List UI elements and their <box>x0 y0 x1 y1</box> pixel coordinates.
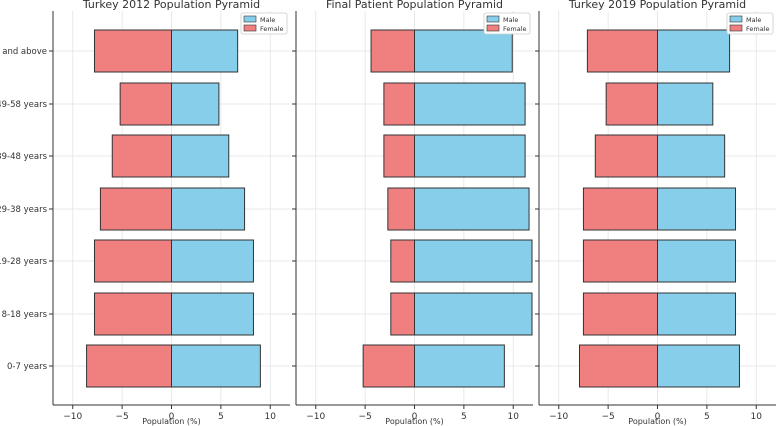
bar-male-59-and-above <box>171 29 239 73</box>
legend-label-male: Male <box>260 16 275 24</box>
x-tick-label: 5 <box>704 412 710 422</box>
bar-male-39-48-years <box>171 134 230 178</box>
bar-male-8-18-years <box>414 292 533 336</box>
bar-female-29-38-years <box>387 187 415 231</box>
x-tick-label: 0 <box>655 412 661 422</box>
chart-panel-3: −10 −5 0 5 10 Turkey 2019 Population Pyramid P… <box>535 0 776 426</box>
bar-male-0-7-years <box>414 344 505 388</box>
chart-panel-2: −10 −5 0 5 10 Final Patient Population Pyrami… <box>292 0 533 426</box>
y-tick-label: 19-28 years <box>0 257 48 267</box>
bar-female-19-28-years <box>390 239 415 283</box>
legend-label-female: Female <box>746 25 770 33</box>
x-tick-label: −10 <box>63 412 82 422</box>
legend-swatch-female <box>486 24 500 32</box>
x-tick-label: −5 <box>601 412 614 422</box>
legend-label-female: Female <box>260 25 284 33</box>
bar-female-49-58-years <box>119 82 172 126</box>
bar-female-8-18-years <box>93 292 172 336</box>
x-tick-label: −10 <box>306 412 325 422</box>
y-tick-label: 8-18 years <box>2 310 48 320</box>
bar-female-0-7-years <box>86 344 172 388</box>
bar-female-39-48-years <box>111 134 172 178</box>
x-axis-label: Population (%) <box>142 417 200 426</box>
bar-male-0-7-years <box>171 344 261 388</box>
x-tick-label: 10 <box>508 412 520 422</box>
bar-male-8-18-years <box>171 292 254 336</box>
legend-swatch-female <box>729 24 743 32</box>
chart-title: Turkey 2012 Population Pyramid <box>82 0 260 11</box>
bar-female-59-and-above <box>586 29 659 73</box>
bar-female-39-48-years <box>594 134 658 178</box>
bar-female-39-48-years <box>383 134 416 178</box>
bar-male-39-48-years <box>657 134 726 178</box>
y-tick-label: 0-7 years <box>7 362 48 372</box>
bar-male-59-and-above <box>657 29 731 73</box>
bar-male-49-58-years <box>414 82 526 126</box>
bar-male-29-38-years <box>414 187 530 231</box>
bar-female-29-38-years <box>99 187 172 231</box>
x-tick-label: 0 <box>412 412 418 422</box>
bar-female-19-28-years <box>93 239 172 283</box>
y-tick-label: 29-38 years <box>0 205 48 215</box>
bar-male-19-28-years <box>171 239 254 283</box>
bar-male-39-48-years <box>414 134 526 178</box>
chart-title: Final Patient Population Pyramid <box>326 0 503 11</box>
bar-female-49-58-years <box>605 82 659 126</box>
x-tick-label: 5 <box>461 412 467 422</box>
y-tick-label: 39-48 years <box>0 152 48 162</box>
x-tick-label: −5 <box>358 412 371 422</box>
bar-male-49-58-years <box>657 82 714 126</box>
bar-male-19-28-years <box>657 239 737 283</box>
bar-female-8-18-years <box>582 292 658 336</box>
bar-female-19-28-years <box>582 239 658 283</box>
chart-title: Turkey 2019 Population Pyramid <box>568 0 746 11</box>
bar-female-29-38-years <box>582 187 658 231</box>
x-tick-label: 10 <box>751 412 763 422</box>
x-tick-label: 0 <box>169 412 175 422</box>
x-axis-label: Population (%) <box>385 417 443 426</box>
bar-female-49-58-years <box>383 82 416 126</box>
legend-swatch-male <box>243 15 257 23</box>
legend-swatch-female <box>243 24 257 32</box>
bar-male-19-28-years <box>414 239 533 283</box>
bar-male-8-18-years <box>657 292 737 336</box>
legend-label-male: Male <box>746 16 761 24</box>
chart-panel-1: −10 −5 0 5 10 59 and above 49-58 years 39-48 ye… <box>0 0 290 426</box>
x-tick-label: −10 <box>549 412 568 422</box>
legend-swatch-male <box>486 15 500 23</box>
bar-female-0-7-years <box>362 344 415 388</box>
x-axis-label: Population (%) <box>628 417 686 426</box>
bar-female-0-7-years <box>578 344 658 388</box>
y-tick-label: 59 and above <box>0 47 47 57</box>
bar-male-29-38-years <box>657 187 737 231</box>
legend-label-male: Male <box>503 16 518 24</box>
bar-female-59-and-above <box>370 29 415 73</box>
x-tick-label: 10 <box>265 412 277 422</box>
legend-swatch-male <box>729 15 743 23</box>
bar-male-29-38-years <box>171 187 246 231</box>
bar-female-8-18-years <box>390 292 415 336</box>
bar-male-0-7-years <box>657 344 740 388</box>
bar-male-59-and-above <box>414 29 513 73</box>
bar-male-49-58-years <box>171 82 220 126</box>
legend-label-female: Female <box>503 25 527 33</box>
x-tick-label: −5 <box>115 412 128 422</box>
x-tick-label: 5 <box>218 412 224 422</box>
y-tick-label: 49-58 years <box>0 100 48 110</box>
bar-female-59-and-above <box>93 29 172 73</box>
